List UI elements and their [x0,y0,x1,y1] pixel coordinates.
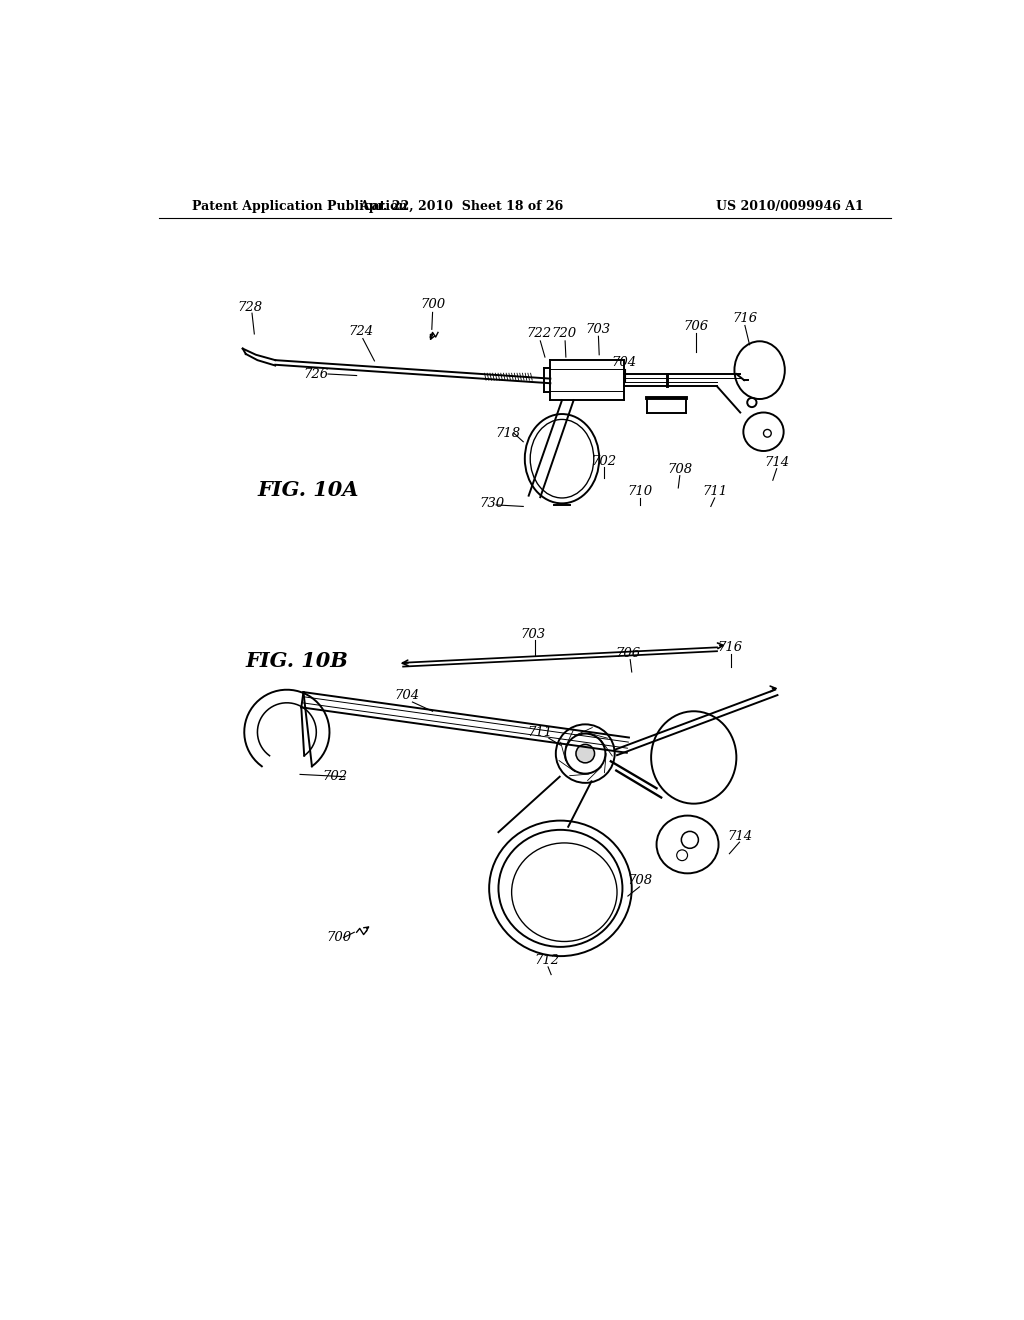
Text: 726: 726 [303,367,328,380]
Text: FIG. 10A: FIG. 10A [257,479,358,499]
Text: 706: 706 [615,647,640,660]
Text: Apr. 22, 2010  Sheet 18 of 26: Apr. 22, 2010 Sheet 18 of 26 [359,199,563,213]
Text: 704: 704 [611,356,637,370]
Text: 718: 718 [496,426,520,440]
Text: 706: 706 [683,319,709,333]
Text: Patent Application Publication: Patent Application Publication [191,199,408,213]
Circle shape [575,744,595,763]
Text: 720: 720 [552,327,577,341]
Text: 710: 710 [627,484,652,498]
Text: FIG. 10B: FIG. 10B [246,651,348,671]
Text: 703: 703 [521,628,546,640]
Text: 702: 702 [591,454,616,467]
Text: 728: 728 [238,301,263,314]
Text: 703: 703 [585,323,610,335]
Text: 716: 716 [732,312,758,325]
Text: 714: 714 [764,455,790,469]
Text: 700: 700 [420,298,445,312]
Text: 702: 702 [323,770,347,783]
Text: 704: 704 [394,689,420,702]
Text: 712: 712 [534,954,559,968]
Text: 722: 722 [526,327,551,341]
Text: 730: 730 [479,496,505,510]
Text: 724: 724 [348,325,373,338]
Text: 708: 708 [668,463,692,477]
Text: 708: 708 [627,874,652,887]
Text: 711: 711 [527,726,553,739]
Text: 700: 700 [327,931,351,944]
Text: 716: 716 [718,640,742,653]
Text: 714: 714 [728,829,753,842]
Text: US 2010/0099946 A1: US 2010/0099946 A1 [717,199,864,213]
Text: 711: 711 [702,484,727,498]
